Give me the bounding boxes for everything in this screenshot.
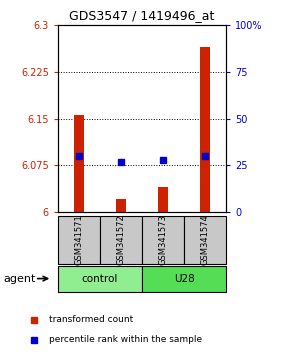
Bar — [184, 216, 226, 264]
Bar — [58, 266, 142, 292]
Text: percentile rank within the sample: percentile rank within the sample — [49, 335, 202, 344]
Text: GSM341571: GSM341571 — [75, 215, 84, 265]
Bar — [142, 216, 184, 264]
Text: transformed count: transformed count — [49, 315, 134, 324]
Text: GSM341573: GSM341573 — [159, 215, 168, 265]
Title: GDS3547 / 1419496_at: GDS3547 / 1419496_at — [69, 9, 215, 22]
Bar — [58, 216, 100, 264]
Text: U28: U28 — [174, 274, 195, 284]
Text: control: control — [82, 274, 118, 284]
Text: GSM341574: GSM341574 — [201, 215, 210, 265]
Bar — [100, 216, 142, 264]
Text: agent: agent — [3, 274, 35, 284]
Bar — [142, 266, 226, 292]
Bar — [116, 199, 126, 212]
Bar — [200, 47, 211, 212]
Text: GSM341572: GSM341572 — [117, 215, 126, 265]
Bar — [74, 115, 84, 212]
Bar — [158, 187, 168, 212]
